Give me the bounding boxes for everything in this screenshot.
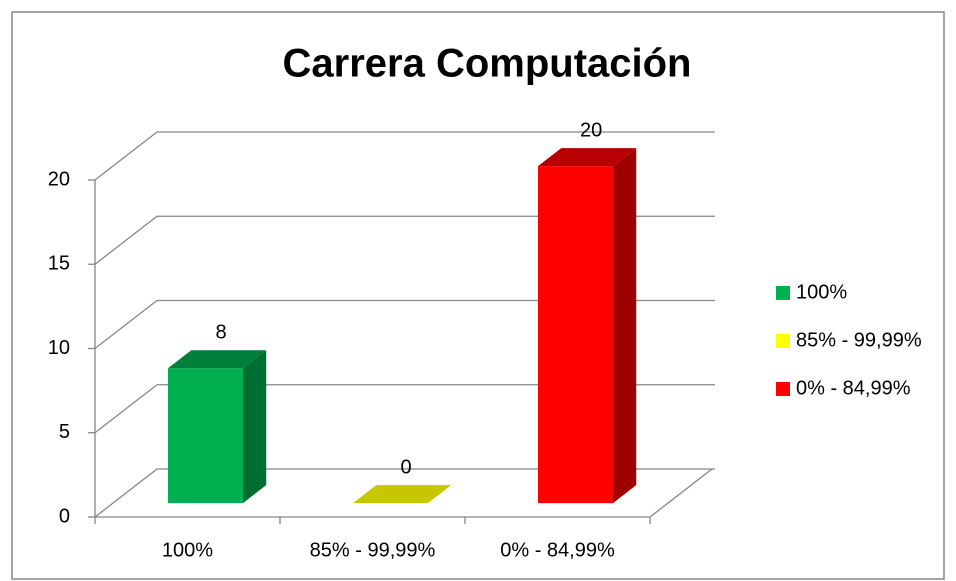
bar-front: [537, 166, 613, 504]
bar-top: [167, 350, 267, 369]
legend-label: 100%: [796, 281, 847, 303]
grid-line: [94, 215, 715, 265]
legend-label: 85% - 99,99%: [796, 329, 922, 351]
y-tick-label: 10: [48, 337, 70, 359]
y-tick-label: 5: [59, 421, 70, 443]
value-label: 20: [580, 119, 602, 141]
x-tick-label: 100%: [162, 539, 213, 561]
bar-side: [242, 350, 267, 504]
bar-top: [352, 485, 452, 504]
bar-side: [612, 148, 637, 504]
grid-line: [94, 131, 715, 181]
y-tick-label: 20: [48, 168, 70, 190]
x-tick-label: 85% - 99,99%: [310, 539, 436, 561]
y-tick-label: 0: [59, 505, 70, 527]
legend-swatch: [776, 382, 790, 396]
grid-line: [94, 384, 715, 434]
value-label: 8: [216, 322, 227, 344]
bar-front: [167, 368, 243, 504]
x-tick-label: 0% - 84,99%: [500, 539, 615, 561]
y-tick-label: 15: [48, 253, 70, 275]
legend-swatch: [776, 334, 790, 348]
legend-label: 0% - 84,99%: [796, 377, 911, 399]
value-label: 0: [401, 456, 412, 478]
floor-edge: [649, 468, 713, 518]
bar-top: [537, 148, 637, 167]
legend-swatch: [776, 286, 790, 300]
grid-line: [94, 468, 715, 518]
grid-line: [94, 299, 715, 350]
chart-title: Carrera Computación: [283, 42, 692, 86]
